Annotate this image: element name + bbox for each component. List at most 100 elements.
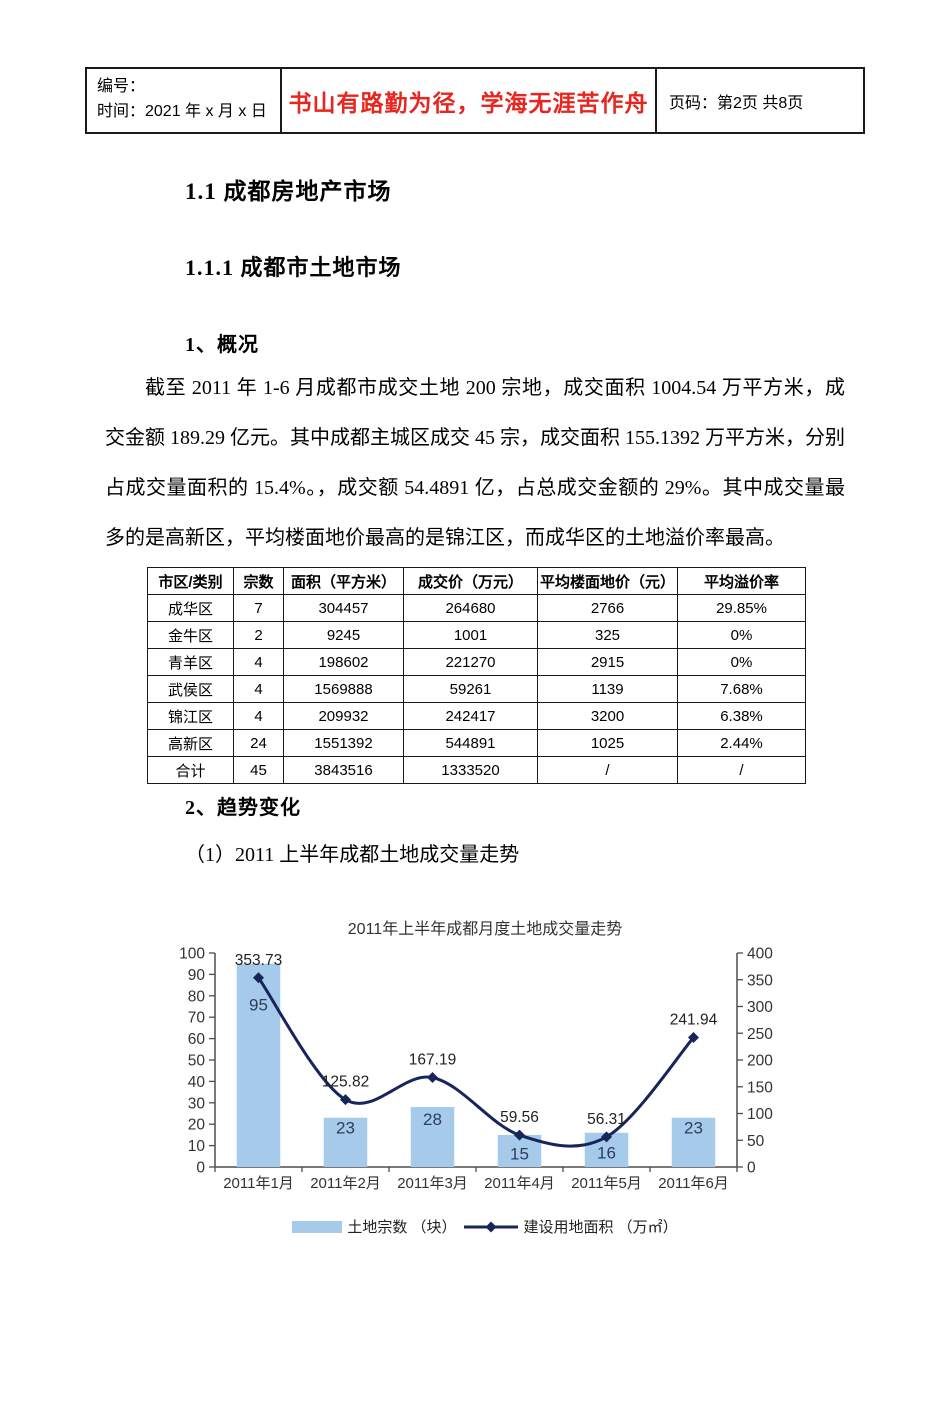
table-cell: 24 xyxy=(233,729,284,757)
table-cell: 武侯区 xyxy=(147,675,234,703)
table-cell: 4 xyxy=(233,648,284,676)
legend-label: 土地宗数 （块） xyxy=(347,1219,457,1236)
table-cell: 3843516 xyxy=(283,756,404,784)
line-label: 241.94 xyxy=(670,1012,718,1029)
legend-item: 建设用地面积 （万㎡） xyxy=(463,1216,678,1237)
tick-label-left: 20 xyxy=(188,1117,206,1134)
trend-subtitle: （1）2011 上半年成都土地成交量走势 xyxy=(185,844,520,866)
table-cell: 成华区 xyxy=(147,594,234,622)
table-cell: 29.85% xyxy=(677,594,806,622)
line-label: 167.19 xyxy=(409,1052,456,1069)
table-header-cell: 平均楼面地价（元） xyxy=(537,567,678,595)
tick-label-right: 400 xyxy=(747,946,773,963)
tick-label-left: 60 xyxy=(188,1031,206,1048)
table-row: 合计 45 3843516 1333520// xyxy=(147,756,806,784)
land-table: 市区/类别 宗数 面积（平方米） 成交价（万元） 平均楼面地价（元） 平均溢价率 成华区 7 3… xyxy=(147,567,806,784)
legend-label: 建设用地面积 （万㎡） xyxy=(523,1219,678,1236)
table-cell: 1025 xyxy=(537,729,678,757)
table-row: 成华区 7 304457 264680 2766 29.85% xyxy=(147,594,806,622)
table-cell: 1001 xyxy=(403,621,538,649)
header-page-info-cell: 页码：第2页 共8页 xyxy=(657,69,863,132)
chart-legend: 土地宗数 （块） 建设用地面积 （万㎡） xyxy=(165,1216,805,1237)
table-cell: 合计 xyxy=(147,756,234,784)
heading-section: 1.1 成都房地产市场 xyxy=(185,179,392,204)
trend-title: 2、趋势变化 xyxy=(185,797,301,819)
tick-label-right: 150 xyxy=(747,1079,773,1096)
table-cell: 45 xyxy=(233,756,284,784)
table-row: 锦江区 4 209932 242417 3200 6.38% xyxy=(147,702,806,730)
table-cell: 0% xyxy=(677,648,806,676)
land-table-body: 市区/类别 宗数 面积（平方米） 成交价（万元） 平均楼面地价（元） 平均溢价率 成华区 7 3… xyxy=(147,567,806,784)
table-cell: 264680 xyxy=(403,594,538,622)
table-cell: 4 xyxy=(233,675,284,703)
bar-label: 23 xyxy=(336,1119,355,1138)
table-header-cell: 面积（平方米） xyxy=(283,567,404,595)
table-cell: 59261 xyxy=(403,675,538,703)
table-cell: 7 xyxy=(233,594,284,622)
legend-bar-swatch xyxy=(292,1220,343,1233)
bar xyxy=(323,1117,368,1167)
header-page-info: 页码：第2页 共8页 xyxy=(669,94,804,112)
table-cell: 3200 xyxy=(537,702,678,730)
table-cell: 9245 xyxy=(283,621,404,649)
tick-label-right: 100 xyxy=(747,1106,773,1123)
table-header-cell: 成交价（万元） xyxy=(403,567,538,595)
table-row: 金牛区 2 9245 1001 325 0% xyxy=(147,621,806,649)
table-cell: 2915 xyxy=(537,648,678,676)
bar xyxy=(236,963,281,1167)
tick-label-right: 350 xyxy=(747,972,773,989)
table-cell: 高新区 xyxy=(147,729,234,757)
line-marker xyxy=(427,1072,438,1084)
table-cell: 221270 xyxy=(403,648,538,676)
table-cell: 锦江区 xyxy=(147,702,234,730)
table-row: 武侯区 4 1569888 59261 1139 7.68% xyxy=(147,675,806,703)
line-marker xyxy=(514,1129,525,1141)
line-marker xyxy=(340,1094,351,1106)
heading-subsection: 1.1.1 成都市土地市场 xyxy=(185,255,402,280)
bar-label: 16 xyxy=(597,1144,616,1163)
category-label: 2011年2月 xyxy=(310,1175,381,1192)
bar-label: 28 xyxy=(423,1110,442,1129)
table-cell: 304457 xyxy=(283,594,404,622)
table-header-cell: 平均溢价率 xyxy=(677,567,806,595)
line-series xyxy=(257,976,695,1148)
tick-label-right: 300 xyxy=(747,999,773,1016)
tick-label-left: 40 xyxy=(188,1074,206,1091)
line-label: 125.82 xyxy=(322,1074,369,1091)
bar xyxy=(671,1117,716,1167)
category-label: 2011年6月 xyxy=(658,1175,729,1192)
tick-label-left: 30 xyxy=(188,1095,206,1112)
header-meta: 编号： 时间：2021 年 x 月 x 日 xyxy=(87,69,282,132)
tick-label-right: 200 xyxy=(747,1053,773,1070)
bar-label: 15 xyxy=(510,1145,529,1164)
tick-label-left: 70 xyxy=(188,1010,206,1027)
category-label: 2011年5月 xyxy=(571,1175,642,1192)
header-slogan-cell: 书山有路勤为径，学海无涯苦作舟 xyxy=(282,69,657,132)
table-cell: 198602 xyxy=(283,648,404,676)
table-cell: 325 xyxy=(537,621,678,649)
tick-label-left: 90 xyxy=(188,967,206,984)
table-cell: 242417 xyxy=(403,702,538,730)
table-cell: 7.68% xyxy=(677,675,806,703)
category-label: 2011年1月 xyxy=(223,1175,294,1192)
line-label: 59.56 xyxy=(500,1109,539,1126)
tick-label-right: 250 xyxy=(747,1026,773,1043)
legend-line-swatch xyxy=(463,1221,518,1232)
header-number: 编号： xyxy=(97,78,146,95)
table-cell: 209932 xyxy=(283,702,404,730)
table-cell: 544891 xyxy=(403,729,538,757)
combo-chart: 2011年上半年成都月度土地成交量走势 0 10 20 30 40 50 60 70 80 90 1… xyxy=(165,915,805,1237)
tick-label-left: 10 xyxy=(188,1138,206,1155)
bar-label: 95 xyxy=(249,995,268,1014)
tick-label-right: 0 xyxy=(747,1160,756,1177)
table-cell: 1139 xyxy=(537,675,678,703)
category-label: 2011年3月 xyxy=(397,1175,468,1192)
header-slogan: 书山有路勤为径，学海无涯苦作舟 xyxy=(288,89,649,116)
tick-label-left: 80 xyxy=(188,988,206,1005)
tick-label-left: 0 xyxy=(196,1160,205,1177)
tick-label-left: 50 xyxy=(188,1053,206,1070)
table-header-row: 市区/类别 宗数 面积（平方米） 成交价（万元） 平均楼面地价（元） 平均溢价率 xyxy=(147,567,806,595)
header-time: 时间：2021 年 x 月 x 日 xyxy=(97,102,267,120)
table-cell: / xyxy=(677,756,806,784)
table-cell: 2 xyxy=(233,621,284,649)
